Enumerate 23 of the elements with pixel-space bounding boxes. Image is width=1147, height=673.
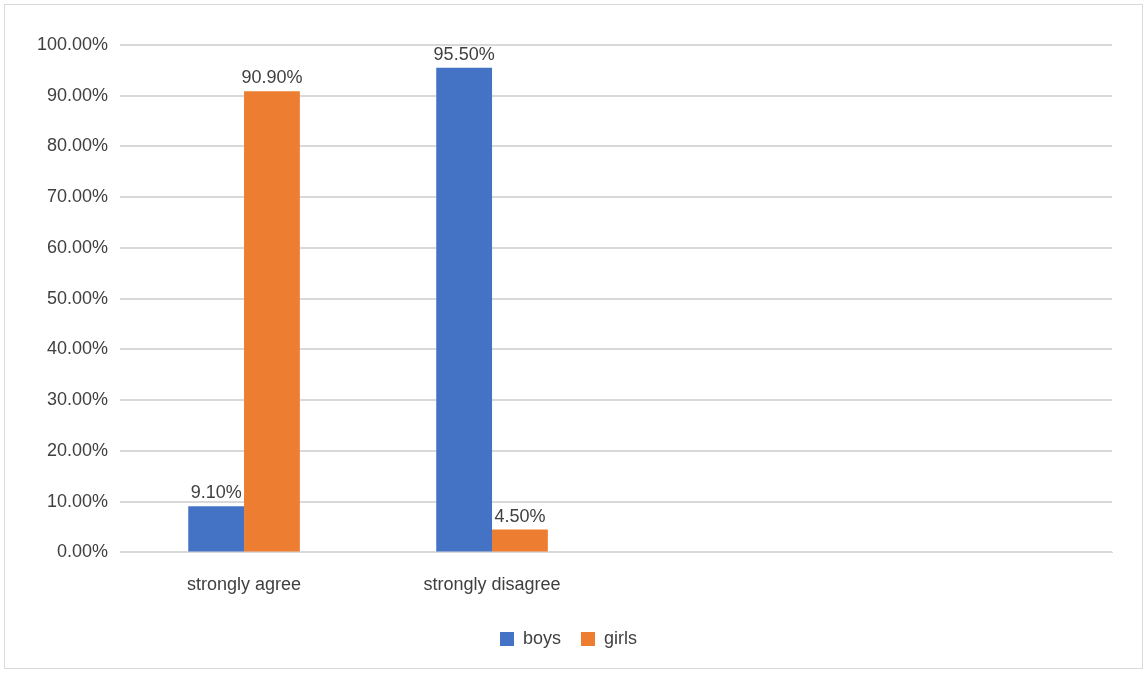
y-tick-label: 100.00%: [37, 33, 109, 54]
data-label: 4.50%: [494, 505, 546, 526]
bar: [492, 529, 548, 552]
data-label: 95.50%: [433, 43, 495, 64]
y-tick-label: 0.00%: [57, 541, 109, 562]
y-tick-label: 30.00%: [47, 389, 109, 410]
x-tick-label: strongly disagree: [423, 574, 561, 595]
legend-label: boys: [522, 627, 562, 648]
y-tick-label: 70.00%: [47, 186, 109, 207]
bar: [436, 67, 493, 552]
bar: [244, 91, 300, 552]
y-tick-label: 60.00%: [47, 236, 109, 257]
y-tick-label: 20.00%: [47, 439, 109, 460]
y-tick-label: 50.00%: [47, 287, 109, 308]
data-label: 90.90%: [241, 67, 303, 88]
x-tick-label: strongly agree: [187, 574, 302, 595]
bar: [188, 506, 245, 552]
y-tick-label: 90.00%: [47, 84, 109, 105]
legend-label: girls: [604, 627, 638, 648]
y-tick-label: 80.00%: [47, 135, 109, 156]
y-tick-label: 40.00%: [47, 338, 109, 359]
y-tick-label: 10.00%: [47, 490, 109, 511]
data-label: 9.10%: [190, 482, 242, 503]
